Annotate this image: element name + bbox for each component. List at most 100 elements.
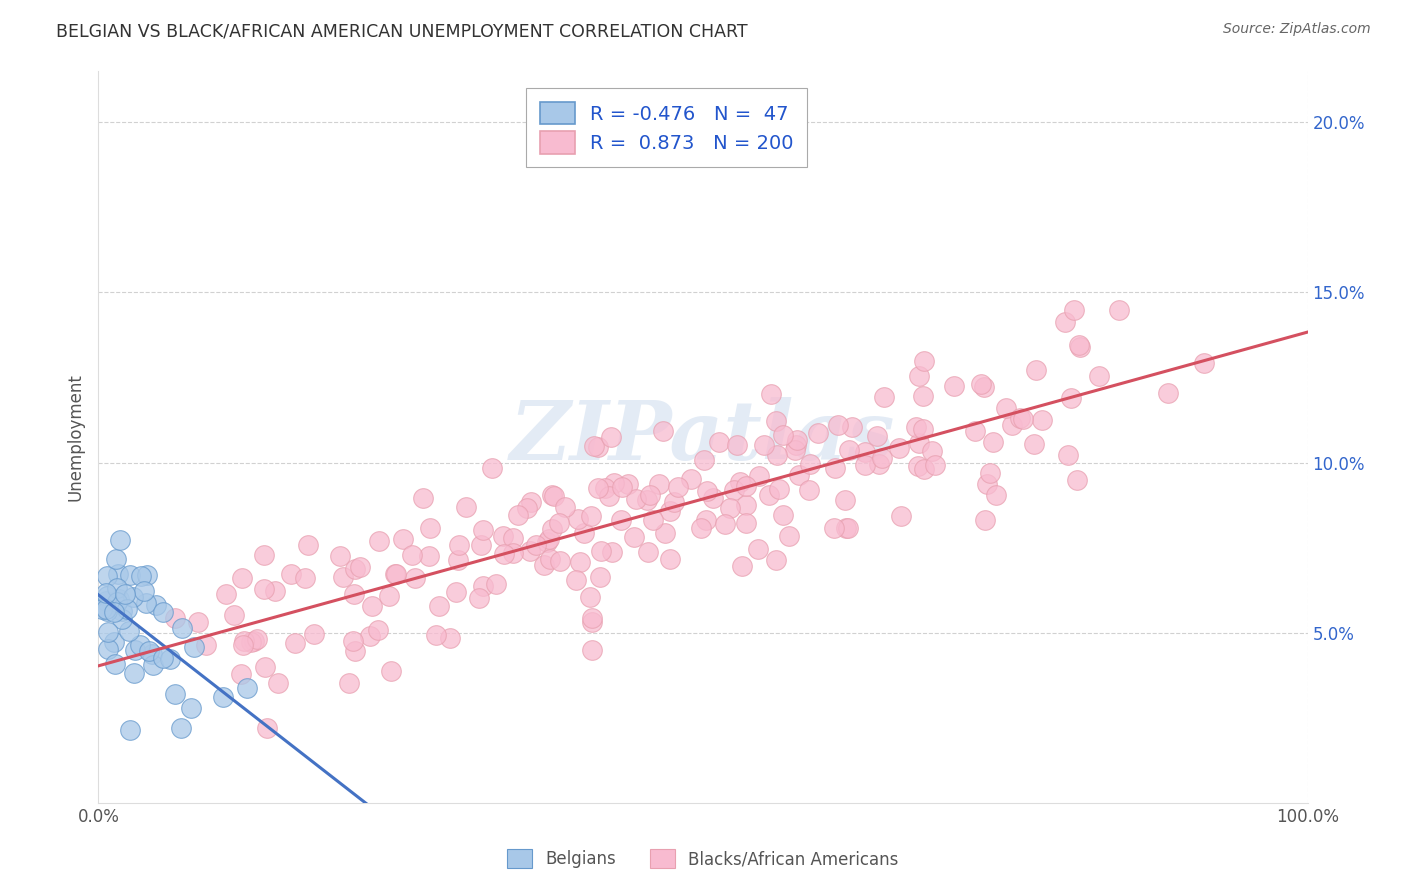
Point — [772, 508, 794, 522]
Point — [337, 676, 360, 690]
Point — [94, 594, 117, 608]
Point — [152, 651, 174, 665]
Point — [342, 633, 364, 648]
Point — [343, 587, 366, 601]
Point — [108, 533, 131, 547]
Point — [111, 604, 134, 618]
Point — [911, 422, 934, 436]
Point — [778, 529, 800, 543]
Point — [472, 523, 495, 537]
Point — [890, 509, 912, 524]
Point — [995, 401, 1018, 415]
Point — [253, 582, 276, 597]
Point — [547, 516, 569, 530]
Point — [765, 553, 787, 567]
Point — [636, 493, 658, 508]
Point — [827, 417, 849, 432]
Point — [294, 571, 316, 585]
Point — [122, 665, 145, 680]
Point — [1022, 436, 1045, 450]
Point — [329, 549, 352, 563]
Point — [519, 544, 541, 558]
Point — [610, 513, 633, 527]
Point — [569, 555, 592, 569]
Point — [758, 488, 780, 502]
Point — [838, 442, 860, 457]
Point — [1031, 413, 1053, 427]
Point — [1066, 474, 1088, 488]
Point — [723, 483, 745, 498]
Point — [96, 568, 118, 582]
Point — [785, 437, 807, 451]
Point — [412, 491, 434, 506]
Point — [187, 615, 209, 629]
Point — [599, 430, 621, 444]
Point — [586, 440, 609, 454]
Point — [97, 642, 120, 657]
Point — [141, 648, 163, 662]
Point — [439, 631, 461, 645]
Point — [253, 660, 276, 674]
Point — [368, 534, 391, 549]
Point — [976, 476, 998, 491]
Point — [170, 721, 193, 735]
Point — [508, 508, 530, 522]
Point — [624, 492, 647, 507]
Point — [1063, 303, 1085, 318]
Point — [873, 390, 896, 404]
Point — [1008, 411, 1031, 425]
Point — [907, 459, 929, 474]
Point — [714, 517, 737, 532]
Point — [981, 434, 1004, 449]
Point — [447, 538, 470, 552]
Point — [617, 476, 640, 491]
Point — [1088, 369, 1111, 384]
Point — [589, 570, 612, 584]
Point — [401, 549, 423, 563]
Point — [105, 581, 128, 595]
Point — [229, 666, 252, 681]
Point — [579, 590, 602, 604]
Point — [536, 534, 558, 549]
Point — [970, 377, 993, 392]
Point — [380, 664, 402, 678]
Point — [911, 389, 934, 403]
Point — [392, 532, 415, 546]
Point — [1069, 338, 1091, 352]
Point — [454, 500, 477, 514]
Point — [1108, 302, 1130, 317]
Point — [180, 700, 202, 714]
Point — [302, 626, 325, 640]
Point — [797, 483, 820, 497]
Legend: Belgians, Blacks/African Americans: Belgians, Blacks/African Americans — [508, 849, 898, 868]
Point — [735, 516, 758, 530]
Point — [581, 643, 603, 657]
Point — [232, 638, 254, 652]
Point — [638, 488, 661, 502]
Point — [538, 552, 561, 566]
Point — [122, 590, 145, 604]
Point — [267, 676, 290, 690]
Point — [107, 595, 129, 609]
Point — [720, 501, 742, 516]
Point — [524, 538, 547, 552]
Point — [470, 538, 492, 552]
Point — [912, 354, 935, 368]
Point — [868, 457, 890, 471]
Point — [90, 601, 112, 615]
Point — [853, 458, 876, 472]
Point — [731, 559, 754, 574]
Point — [211, 690, 233, 704]
Point — [1011, 412, 1033, 426]
Point — [131, 568, 153, 582]
Point — [973, 380, 995, 394]
Point — [548, 554, 571, 568]
Point — [163, 611, 186, 625]
Point — [361, 599, 384, 613]
Point — [565, 573, 588, 587]
Point — [654, 526, 676, 541]
Point — [772, 428, 794, 442]
Point — [103, 635, 125, 649]
Point — [641, 513, 664, 527]
Point — [519, 495, 541, 509]
